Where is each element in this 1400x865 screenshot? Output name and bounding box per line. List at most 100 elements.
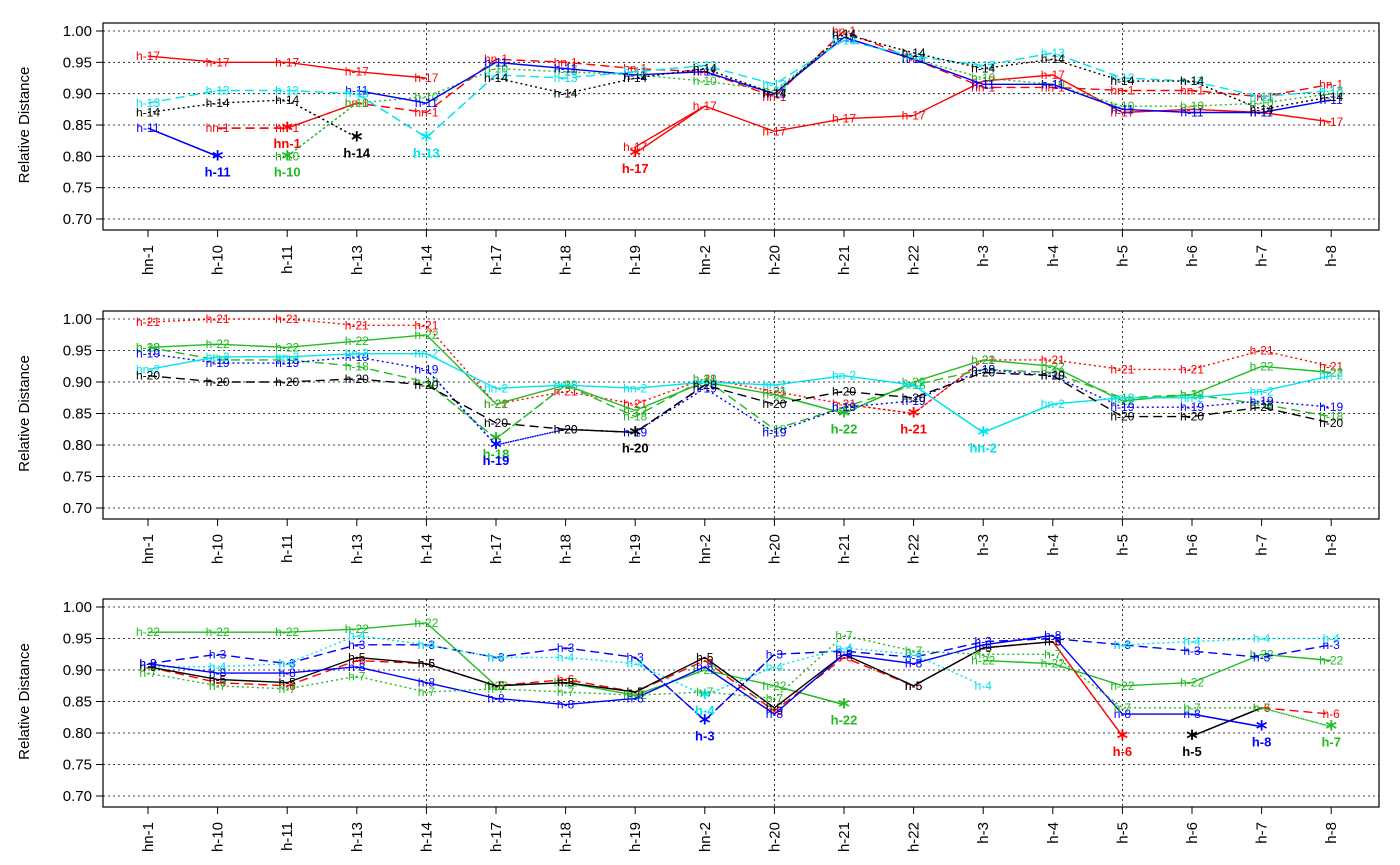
point-label: h-5 (905, 679, 923, 693)
point-label: h-19 (206, 356, 230, 370)
series-h-5: h-5h-5 h-5h-5 h-5h-5 h-5h-5h-5h-5h-5h-5h-5 h… (139, 635, 1262, 759)
point-label: h-14 (971, 62, 995, 76)
point-label: hn-2 (275, 350, 299, 364)
point-label: h-17 (414, 71, 438, 85)
x-tick-label: h-6 (1184, 534, 1201, 556)
point-label: h-5 (696, 650, 714, 664)
x-tick-label: h-7 (1254, 822, 1271, 844)
y-tick-label: 0.90 (63, 86, 92, 103)
point-label: h-17 (275, 55, 299, 69)
point-label: h-20 (484, 416, 508, 430)
point-label: h-5 (279, 676, 297, 690)
point-label: hn-1 (414, 105, 438, 119)
x-tick-label: h-21 (836, 245, 853, 275)
y-tick-label: 1.00 (63, 311, 92, 328)
point-label: h-22 (206, 337, 230, 351)
x-tick-label: h-8 (1323, 822, 1340, 844)
point-label: h-18 (832, 400, 856, 414)
end-marker-star: * (1256, 718, 1268, 743)
point-label: h-4 (835, 641, 853, 655)
y-tick-label: 0.85 (63, 117, 92, 134)
point-label: h-14 (484, 71, 508, 85)
end-marker-label: h-7 (1321, 735, 1341, 750)
end-marker-star: * (1186, 727, 1198, 752)
series-line (147, 99, 358, 139)
point-label: h-4 (975, 679, 993, 693)
point-label: h-8 (835, 647, 853, 661)
point-label: hn-1 (1110, 84, 1134, 98)
point-label: h-11 (1111, 102, 1134, 116)
y-tick-label: 0.95 (63, 631, 92, 648)
series-line (634, 74, 1332, 148)
x-tick-label: h-19 (627, 245, 644, 275)
point-label: h-6 (835, 650, 853, 664)
series-line-segment (704, 653, 775, 721)
point-label: h-10 (693, 74, 717, 88)
point-label: h-6 (348, 654, 366, 668)
point-label: h-4 (1183, 635, 1201, 649)
point-label: hn-2 (1250, 384, 1274, 398)
point-label: h-21 (1319, 359, 1343, 373)
point-label: h-5 (139, 660, 157, 674)
point-label: h-4 (766, 660, 784, 674)
end-marker-star: * (977, 423, 989, 448)
x-tick-label: h-8 (1323, 245, 1340, 267)
point-label: h-19 (275, 356, 299, 370)
series-line (495, 33, 1332, 111)
x-tick-label: h-6 (1184, 822, 1201, 844)
x-tick-label: h-21 (836, 534, 853, 564)
point-label: h-13 (484, 68, 508, 82)
point-label: h-22 (1041, 359, 1065, 373)
point-label: h-22 (1180, 676, 1204, 690)
point-label: h-19 (414, 362, 438, 376)
point-label: h-20 (1110, 410, 1134, 424)
x-tick-label: h-13 (349, 245, 366, 275)
point-label: h-20 (1041, 369, 1065, 383)
point-label: h-4 (1253, 632, 1271, 646)
point-label: h-22 (623, 403, 647, 417)
point-label: h-22 (693, 663, 717, 677)
point-label: h-22 (136, 625, 160, 639)
end-marker-star: * (838, 696, 850, 721)
end-marker-star: * (629, 144, 641, 169)
point-label: h-22 (275, 625, 299, 639)
point-label: h-11 (554, 62, 577, 76)
point-label: h-11 (832, 30, 855, 44)
point-label: h-4 (209, 660, 227, 674)
series-line-segment (147, 127, 218, 157)
point-label: h-3 (766, 647, 784, 661)
point-label: h-8 (557, 698, 575, 712)
point-label: h-11 (902, 52, 925, 66)
point-label: h-18 (136, 340, 160, 354)
x-tick-label: h-5 (1114, 245, 1131, 267)
point-label: h-20 (902, 391, 926, 405)
series-line (1261, 707, 1332, 715)
point-label: h-22 (414, 616, 438, 630)
point-label: h-19 (1250, 394, 1274, 408)
point-label: h-20 (832, 384, 856, 398)
series-line-segment (1052, 641, 1123, 737)
point-label: h-8 (696, 660, 714, 674)
point-label: h-14 (623, 71, 647, 85)
end-marker-label: h-4 (695, 703, 715, 718)
point-label: h-20 (971, 366, 995, 380)
x-tick-label: h-10 (210, 534, 227, 564)
point-label: h-4 (348, 628, 366, 642)
point-label: h-21 (206, 312, 230, 326)
series-h-17: h-17 h-17 h-17 h-17 h-17 h-17 h-17 h-17 h-17 h-17… (136, 49, 1344, 176)
point-label: h-20 (345, 372, 369, 386)
end-marker-label: h-5 (1182, 744, 1202, 759)
x-tick-label: h-13 (349, 534, 366, 564)
x-tick-label: hn-1 (140, 245, 157, 275)
x-tick-label: h-14 (418, 822, 435, 852)
point-label: h-22 (1041, 657, 1065, 671)
point-label: h-3 (1323, 638, 1341, 652)
point-label: h-8 (348, 660, 366, 674)
x-tick-label: h-3 (975, 245, 992, 267)
y-tick-label: 0.85 (63, 406, 92, 423)
series-h-4: h-4 h-4 h-4h-4h-4h-4 h-4 h-4 h-4h-4 h-4h-4h-4 h… (139, 628, 1340, 718)
series-line (147, 353, 1332, 434)
series-line (147, 318, 1332, 415)
series-line (147, 55, 427, 79)
